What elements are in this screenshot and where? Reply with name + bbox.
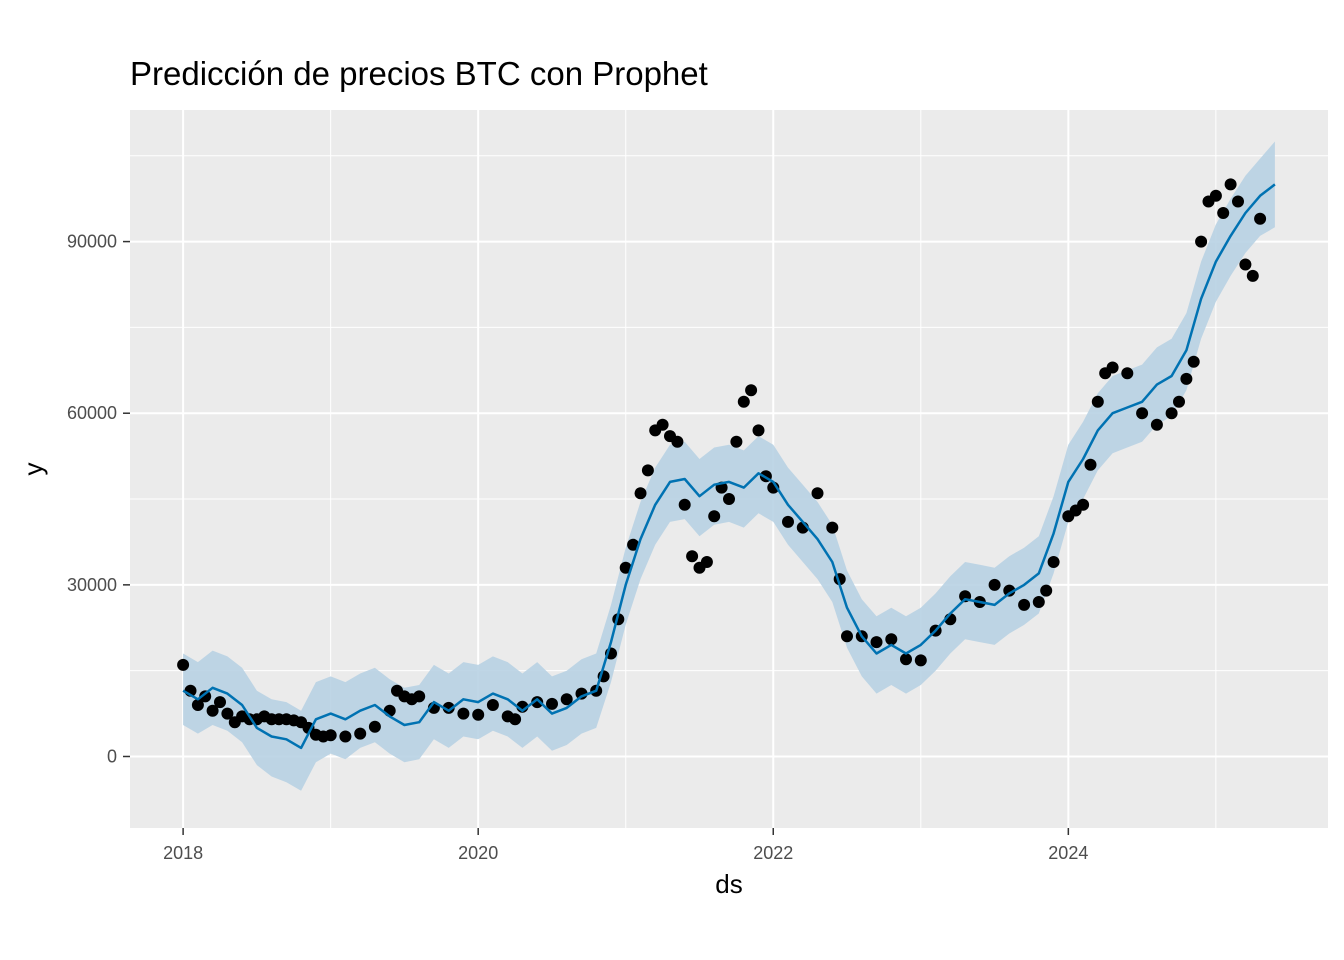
observed-point xyxy=(413,690,426,703)
observed-point xyxy=(1224,178,1237,191)
forecast-line xyxy=(182,183,1276,750)
observed-point xyxy=(531,696,544,709)
observed-point xyxy=(191,699,204,711)
observed-point xyxy=(1195,235,1208,248)
observed-point xyxy=(1150,418,1163,431)
observed-point xyxy=(1003,584,1016,597)
observed-point xyxy=(700,556,713,568)
x-tick-label: 2020 xyxy=(458,843,498,863)
observed-point xyxy=(723,493,735,505)
observed-point xyxy=(885,633,898,646)
observed-point xyxy=(442,701,455,714)
observed-point xyxy=(1018,598,1031,611)
observed-point xyxy=(988,578,1001,591)
observed-point xyxy=(1165,407,1178,420)
observed-point xyxy=(1084,458,1097,471)
observed-point xyxy=(708,510,721,523)
forecast-line-layer xyxy=(182,183,1276,750)
observed-point xyxy=(1187,355,1200,368)
observed-point xyxy=(782,515,794,528)
observed-point xyxy=(221,707,234,720)
y-tick-label: 60000 xyxy=(67,403,117,423)
observed-point xyxy=(1040,584,1053,597)
observed-point xyxy=(900,653,912,666)
observed-point xyxy=(1232,195,1244,208)
observed-point xyxy=(1209,189,1222,202)
x-tick-label: 2022 xyxy=(753,843,793,863)
observed-point xyxy=(914,654,927,667)
observed-point xyxy=(457,707,470,720)
observed-point xyxy=(1217,207,1230,219)
y-axis-ticks: 0 30000 60000 90000 xyxy=(67,232,130,766)
observed-points-layer xyxy=(177,178,1267,743)
observed-point xyxy=(811,487,824,500)
x-axis-ticks: 2018 2020 2022 2024 xyxy=(163,828,1088,863)
observed-point xyxy=(641,464,654,477)
observed-point xyxy=(841,630,853,643)
observed-point xyxy=(671,435,684,448)
x-tick-label: 2024 xyxy=(1048,843,1088,863)
observed-point xyxy=(1106,361,1119,374)
observed-point xyxy=(206,704,219,717)
observed-point xyxy=(368,720,381,733)
observed-point xyxy=(1032,596,1045,608)
observed-point xyxy=(324,729,337,742)
observed-point xyxy=(1173,395,1185,408)
uncertainty-band xyxy=(183,141,1275,791)
observed-point xyxy=(1091,395,1104,408)
observed-point xyxy=(177,658,190,671)
observed-point xyxy=(354,727,367,740)
observed-point xyxy=(546,697,558,710)
y-tick-label: 0 xyxy=(107,746,117,766)
observed-point xyxy=(730,435,743,448)
observed-point xyxy=(1136,407,1149,420)
observed-point xyxy=(339,730,352,743)
observed-point xyxy=(486,699,499,711)
observed-point xyxy=(1047,556,1060,568)
observed-point xyxy=(199,690,212,703)
observed-point xyxy=(619,561,632,574)
observed-point xyxy=(472,708,485,721)
observed-point xyxy=(1180,372,1193,385)
observed-point xyxy=(737,395,750,408)
chart-title: Predicción de precios BTC con Prophet xyxy=(130,55,708,92)
observed-point xyxy=(214,696,226,709)
observed-point xyxy=(870,636,883,649)
observed-point xyxy=(656,418,669,431)
observed-point xyxy=(627,538,640,551)
observed-point xyxy=(634,487,647,500)
observed-point xyxy=(826,521,839,534)
y-tick-label: 30000 xyxy=(67,575,117,595)
observed-point xyxy=(1239,258,1252,271)
y-tick-label: 90000 xyxy=(67,232,117,252)
observed-point xyxy=(560,693,573,706)
observed-point xyxy=(1077,498,1090,511)
observed-point xyxy=(686,550,699,563)
observed-point xyxy=(1246,269,1259,282)
x-tick-label: 2018 xyxy=(163,843,203,863)
observed-point xyxy=(575,687,588,700)
x-axis-title: ds xyxy=(715,869,742,899)
observed-point xyxy=(509,713,522,726)
observed-point xyxy=(745,384,758,397)
observed-point xyxy=(1121,367,1134,380)
y-axis-title: y xyxy=(18,463,48,476)
observed-point xyxy=(1254,212,1267,225)
observed-point xyxy=(752,424,765,437)
uncertainty-band-layer xyxy=(183,141,1275,791)
observed-point xyxy=(678,498,691,511)
